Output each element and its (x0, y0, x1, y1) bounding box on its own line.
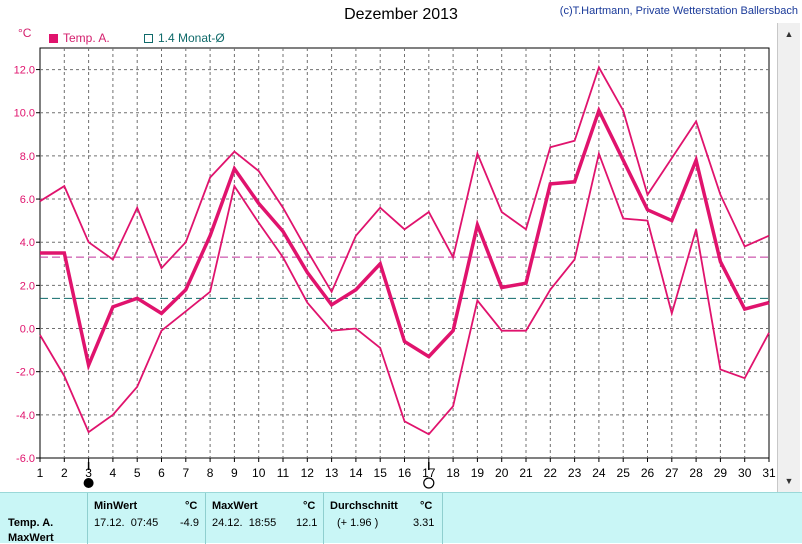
min-value: -4.9 (180, 517, 199, 529)
x-tick-label: 21 (519, 466, 533, 480)
x-tick-label: 14 (349, 466, 363, 480)
max-header: MaxWert (212, 500, 258, 512)
x-tick-label: 24 (592, 466, 606, 480)
x-tick-label: 19 (471, 466, 485, 480)
x-tick-label: 12 (301, 466, 315, 480)
legend-temp-swatch (49, 33, 58, 43)
x-tick-label: 28 (689, 466, 703, 480)
scroll-up-icon[interactable]: ▲ (784, 29, 794, 39)
x-tick-label: 8 (207, 466, 214, 480)
avg-value: 3.31 (413, 517, 435, 529)
y-tick-label: 8.0 (20, 151, 35, 163)
credit-text: (c)T.Hartmann, Private Wetterstation Bal… (559, 5, 798, 17)
y-tick-label: -6.0 (16, 453, 35, 465)
table-divider (323, 493, 324, 544)
legend-temp[interactable]: Temp. A. (49, 31, 110, 45)
x-tick-label: 29 (714, 466, 728, 480)
x-tick-label: 26 (641, 466, 655, 480)
y-tick-label: -4.0 (16, 410, 35, 422)
max-value: 12.1 (296, 517, 318, 529)
scroll-down-icon[interactable]: ▼ (784, 476, 794, 486)
y-tick-label: 0.0 (20, 324, 35, 336)
max-datetime: 24.12. 18:55 (212, 517, 277, 529)
x-tick-label: 25 (617, 466, 631, 480)
x-tick-label: 16 (398, 466, 412, 480)
y-tick-label: 10.0 (14, 108, 35, 120)
x-tick-label: 27 (665, 466, 679, 480)
x-tick-label: 23 (568, 466, 582, 480)
x-tick-label: 6 (158, 466, 165, 480)
series-line-min (39, 150, 770, 436)
temperature-chart: 1 2 3 4 5 6 7 8 9 10 11 12 13 14 15 16 17 18 19 20 21 22 23 24 2… (14, 47, 776, 489)
series-line-mean (40, 106, 770, 372)
x-tick-label: 3 (85, 466, 92, 480)
x-tick-label: 1 (37, 466, 44, 480)
table-divider (205, 493, 206, 544)
x-tick-label: 7 (182, 466, 189, 480)
stats-table: Temp. A. MaxWert MinWert °C 17.12. 07:45… (0, 492, 802, 544)
new-moon-icon (83, 478, 94, 488)
legend-avg[interactable]: 1.4 Monat-Ø (144, 31, 225, 45)
legend-avg-swatch (144, 33, 153, 43)
vertical-scrollbar[interactable]: ▲ ▼ (777, 23, 800, 492)
x-tick-label: 17 (422, 466, 436, 480)
x-tick-label: 10 (252, 466, 266, 480)
x-tick-label: 30 (738, 466, 752, 480)
min-header: MinWert (94, 500, 138, 512)
legend-avg-label: 1.4 Monat-Ø (158, 31, 225, 45)
legend-temp-label: Temp. A. (63, 31, 110, 45)
avg-unit: °C (420, 500, 433, 512)
max-unit: °C (303, 500, 316, 512)
y-tick-label: 12.0 (14, 65, 35, 77)
min-datetime: 17.12. 07:45 (94, 517, 159, 529)
chart-title: Dezember 2013 (344, 6, 458, 23)
table-row-label-2: MaxWert (8, 532, 54, 544)
min-unit: °C (185, 500, 198, 512)
x-tick-label: 13 (325, 466, 339, 480)
x-tick-label: 20 (495, 466, 509, 480)
table-divider (87, 493, 88, 544)
y-tick-label: 2.0 (20, 280, 35, 292)
full-moon-icon (423, 477, 435, 489)
y-tick-label: 4.0 (20, 237, 35, 249)
x-tick-label: 5 (134, 466, 141, 480)
avg-delta: (+ 1.96 ) (337, 517, 379, 529)
table-row-label: Temp. A. (8, 517, 54, 529)
series-line-max (39, 65, 770, 294)
y-tick-label: -2.0 (16, 367, 35, 379)
avg-header: Durchschnitt (330, 500, 398, 512)
y-tick-label: 6.0 (20, 194, 35, 206)
x-tick-label: 31 (762, 466, 776, 480)
x-tick-label: 18 (446, 466, 460, 480)
table-divider (442, 493, 443, 544)
x-tick-label: 2 (61, 466, 68, 480)
x-tick-label: 22 (544, 466, 558, 480)
y-axis-unit: °C (18, 26, 32, 40)
x-tick-label: 11 (277, 466, 290, 480)
x-tick-label: 4 (110, 466, 117, 480)
x-tick-label: 15 (374, 466, 388, 480)
x-tick-label: 9 (231, 466, 238, 480)
